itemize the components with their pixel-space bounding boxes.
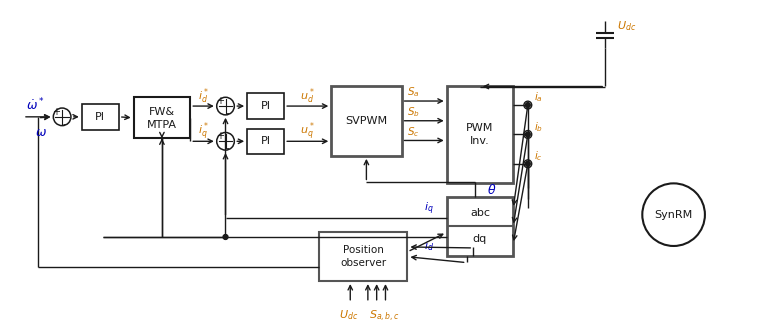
- Text: $\dot{\omega}^*$: $\dot{\omega}^*$: [26, 97, 45, 113]
- Text: $i_d$: $i_d$: [424, 239, 434, 253]
- Circle shape: [223, 235, 228, 239]
- Circle shape: [524, 160, 531, 168]
- Text: +: +: [215, 132, 224, 141]
- Circle shape: [525, 161, 531, 166]
- Text: $S_c$: $S_c$: [407, 125, 419, 138]
- Text: -: -: [62, 119, 66, 129]
- Bar: [247, 129, 285, 154]
- Text: SynRM: SynRM: [654, 210, 693, 220]
- Text: $i_a$: $i_a$: [534, 91, 543, 104]
- Text: observer: observer: [341, 257, 387, 268]
- Circle shape: [524, 131, 531, 138]
- Text: -: -: [226, 108, 229, 118]
- Bar: [447, 86, 513, 183]
- Bar: [134, 97, 190, 138]
- Text: -: -: [226, 143, 229, 153]
- Bar: [447, 197, 513, 256]
- Text: SVPWM: SVPWM: [345, 116, 388, 126]
- Text: PI: PI: [261, 101, 271, 111]
- Text: $\omega$: $\omega$: [35, 126, 47, 139]
- Text: $S_{a,b,c}$: $S_{a,b,c}$: [369, 309, 400, 324]
- Text: MTPA: MTPA: [147, 120, 177, 130]
- Circle shape: [525, 132, 531, 137]
- Bar: [82, 104, 119, 130]
- Text: $u_d^*$: $u_d^*$: [301, 87, 315, 106]
- Text: $i_d^*$: $i_d^*$: [198, 87, 209, 106]
- Text: abc: abc: [470, 209, 490, 218]
- Text: $U_{dc}$: $U_{dc}$: [338, 309, 358, 322]
- Text: $u_q^*$: $u_q^*$: [301, 120, 315, 143]
- Text: Inv.: Inv.: [470, 136, 490, 146]
- Text: $S_a$: $S_a$: [407, 85, 419, 99]
- Bar: [319, 232, 408, 281]
- Text: Position: Position: [343, 245, 384, 255]
- Circle shape: [525, 103, 531, 108]
- Circle shape: [524, 101, 531, 109]
- Text: $U_{dc}$: $U_{dc}$: [617, 19, 636, 33]
- Text: +: +: [52, 107, 60, 117]
- Text: FW&: FW&: [149, 107, 175, 117]
- Text: $S_b$: $S_b$: [407, 105, 419, 119]
- Text: $i_b$: $i_b$: [534, 120, 543, 133]
- Text: $i_c$: $i_c$: [534, 149, 542, 163]
- Text: $\theta$: $\theta$: [487, 183, 496, 197]
- Text: dq: dq: [473, 234, 487, 244]
- Text: PI: PI: [261, 136, 271, 146]
- Text: $i_q^*$: $i_q^*$: [198, 120, 209, 143]
- Bar: [331, 86, 401, 156]
- Text: +: +: [215, 96, 224, 106]
- Bar: [247, 93, 285, 119]
- Text: PWM: PWM: [466, 123, 494, 133]
- Text: $i_q$: $i_q$: [424, 201, 434, 217]
- Text: PI: PI: [95, 112, 105, 122]
